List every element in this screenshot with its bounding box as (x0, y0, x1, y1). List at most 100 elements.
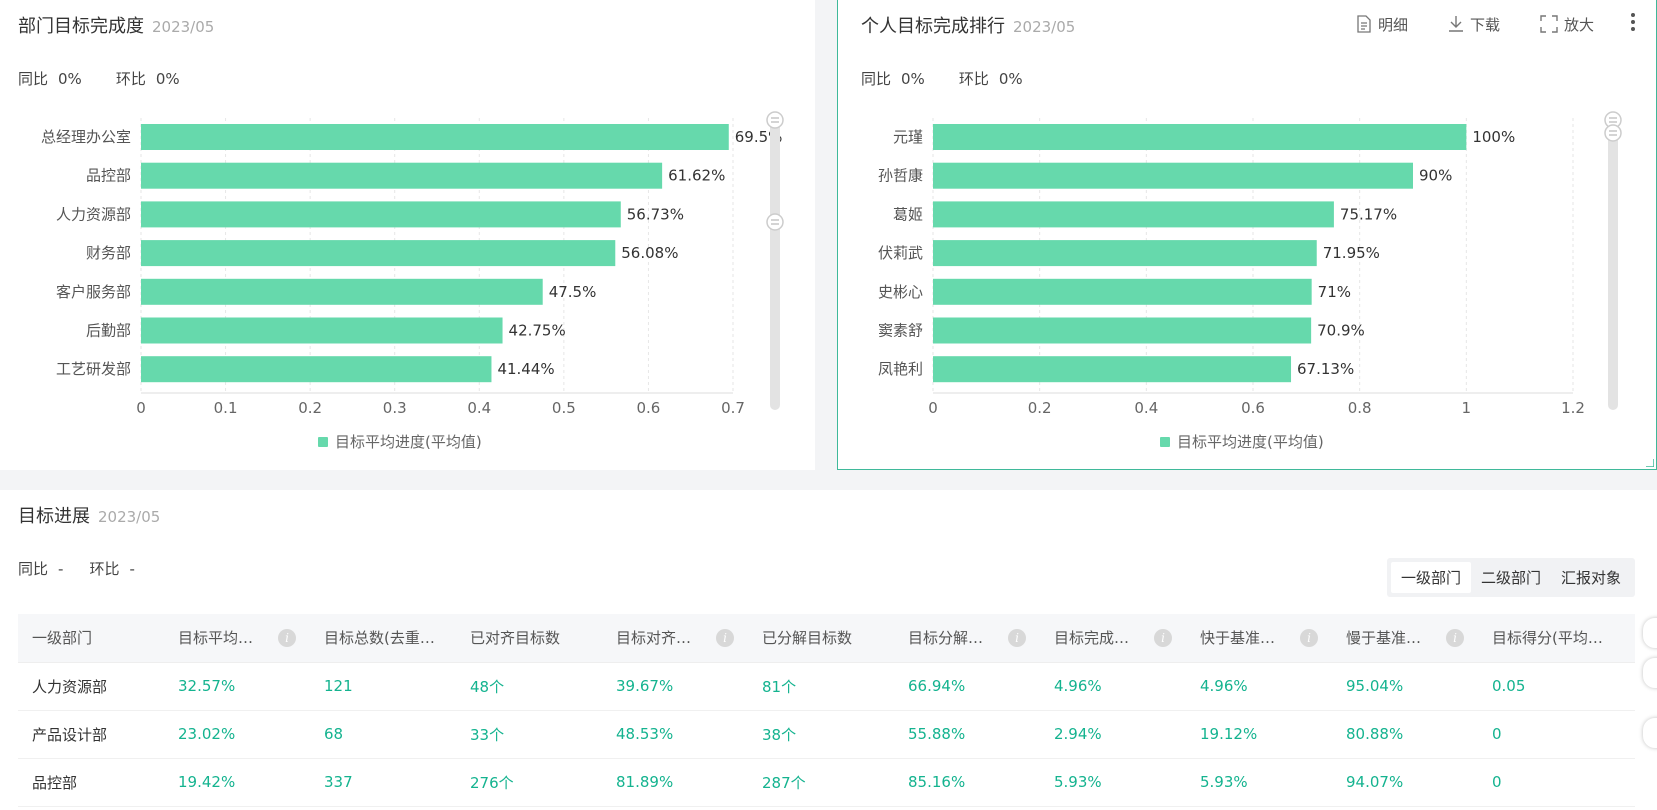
column-header[interactable]: 快于基准… i (1186, 614, 1332, 663)
stat-line: 同比 - 环比 - (18, 558, 169, 579)
column-header[interactable]: 一级部门 (18, 614, 164, 663)
x-tick-label: 0.3 (383, 399, 407, 417)
column-header[interactable]: 目标分解… i (894, 614, 1040, 663)
value-cell: 94.07% (1332, 758, 1478, 807)
bar (141, 240, 616, 267)
data-label: 90% (1419, 167, 1452, 185)
value-cell: 81个 (748, 662, 894, 711)
x-tick-label: 0 (928, 399, 938, 417)
yoy-label: 同比 (18, 560, 49, 578)
category-label: 后勤部 (86, 322, 131, 340)
value-cell: 66.94% (894, 662, 1040, 711)
info-icon[interactable]: i (1154, 628, 1172, 647)
value-cell: 5.93% (1186, 758, 1332, 807)
info-icon[interactable]: i (716, 628, 734, 647)
download-icon (1448, 16, 1463, 32)
tab-report-to[interactable]: 汇报对象 (1560, 569, 1621, 587)
x-tick-label: 0.2 (298, 399, 322, 417)
legend-label: 目标平均进度(平均值) (335, 433, 482, 451)
table-body: 人力资源部 32.57% 121 48个 39.67% 81个 66.94% 4.96% 4.9… (18, 662, 1635, 807)
data-label: 67.13% (1297, 360, 1354, 378)
tab-level-2[interactable]: 二级部门 (1480, 569, 1541, 587)
column-header-label: 快于基准… (1200, 629, 1276, 648)
detail-button[interactable]: 明细 (1356, 14, 1408, 35)
value-cell: 33个 (456, 710, 602, 759)
table-row[interactable]: 产品设计部 23.02% 68 33个 48.53% 38个 55.88% 2.94% 19.1… (18, 710, 1635, 759)
x-tick-label: 0.4 (1134, 399, 1158, 417)
department-cell: 产品设计部 (18, 710, 164, 759)
resize-handle-icon[interactable] (1646, 459, 1654, 467)
value-cell: 4.96% (1186, 662, 1332, 711)
yoy-value: - (58, 560, 64, 578)
category-label: 窦素舒 (878, 322, 923, 340)
value-cell: 5.93% (1040, 758, 1186, 807)
info-icon[interactable]: i (1008, 628, 1026, 647)
x-tick-label: 0.2 (1028, 399, 1052, 417)
zoom-button[interactable]: 放大 (1540, 14, 1594, 35)
more-button[interactable] (1630, 12, 1636, 36)
bar (141, 124, 729, 150)
column-header-label: 目标分解… (908, 629, 984, 648)
column-header[interactable]: 目标总数(去重… (310, 614, 456, 663)
data-label: 47.5% (549, 283, 597, 301)
value-cell: 55.88% (894, 710, 1040, 759)
x-tick-label: 0.1 (214, 399, 238, 417)
document-icon (1357, 15, 1371, 33)
department-completion-card: 部门目标完成度 2023/05 同比 0% 环比 0% 0 0.1 0.2 0.3 0.4 0.5… (0, 0, 815, 470)
bar (141, 278, 543, 305)
category-label: 工艺研发部 (56, 360, 131, 378)
value-cell: 0 (1478, 710, 1635, 759)
zoom-label: 放大 (1563, 15, 1594, 34)
column-header-label: 慢于基准… (1346, 629, 1422, 648)
personal-ranking-card: 个人目标完成排行 2023/05 明细 下载 放大 (837, 0, 1657, 470)
value-cell: 287个 (748, 758, 894, 807)
column-header[interactable]: 目标完成… i (1040, 614, 1186, 663)
column-header[interactable]: 目标平均… i (164, 614, 310, 663)
bar (141, 317, 503, 344)
card-title-text: 个人目标完成排行 (861, 16, 1005, 37)
mom-label: 环比 (958, 70, 989, 88)
value-cell: 48个 (456, 662, 602, 711)
card-date: 2023/05 (152, 18, 215, 36)
value-cell: 276个 (456, 758, 602, 807)
table-row[interactable]: 品控部 19.42% 337 276个 81.89% 287个 85.16% 5.93% 5.9… (18, 758, 1635, 807)
side-widget[interactable] (1643, 658, 1657, 688)
column-header-label: 目标对齐… (616, 629, 692, 648)
side-widget[interactable] (1643, 718, 1657, 748)
column-header[interactable]: 目标对齐… i (602, 614, 748, 663)
table-row[interactable]: 人力资源部 32.57% 121 48个 39.67% 81个 66.94% 4.96% 4.9… (18, 662, 1635, 711)
column-header[interactable]: 已分解目标数 (748, 614, 894, 663)
category-label: 总经理办公室 (41, 128, 131, 146)
side-widget[interactable] (1643, 618, 1657, 648)
legend-label: 目标平均进度(平均值) (1177, 433, 1324, 451)
info-icon[interactable]: i (1300, 628, 1318, 647)
column-header[interactable]: 已对齐目标数 (456, 614, 602, 663)
x-tick-label: 0.6 (1241, 399, 1265, 417)
value-cell: 85.16% (894, 758, 1040, 807)
stat-line: 同比 0% 环比 0% (18, 68, 214, 89)
column-header-label: 目标得分(平均… (1492, 629, 1603, 648)
tab-level-1[interactable]: 一级部门 (1390, 562, 1471, 593)
card-title-text: 目标进展 (18, 506, 90, 527)
info-icon[interactable]: i (278, 628, 296, 647)
scroll-handle (1604, 124, 1622, 142)
download-button[interactable]: 下载 (1448, 14, 1500, 35)
column-header-label: 目标平均… (178, 629, 254, 648)
data-label: 56.73% (627, 205, 684, 223)
yoy-value: 0% (58, 70, 82, 88)
value-cell: 39.67% (602, 662, 748, 711)
value-cell: 2.94% (1040, 710, 1186, 759)
column-header[interactable]: 慢于基准… i (1332, 614, 1478, 663)
bar (933, 240, 1317, 267)
department-cell: 品控部 (18, 758, 164, 807)
column-header[interactable]: 目标得分(平均… (1478, 614, 1635, 663)
value-cell: 81.89% (602, 758, 748, 807)
info-icon[interactable]: i (1446, 628, 1464, 647)
x-tick-label: 0.7 (721, 399, 745, 417)
category-label: 葛姬 (893, 205, 923, 223)
category-label: 元瑾 (893, 128, 923, 146)
data-label: 71% (1318, 283, 1351, 301)
value-cell: 0 (1478, 758, 1635, 807)
category-label: 客户服务部 (56, 283, 131, 301)
more-vertical-icon (1631, 13, 1635, 31)
